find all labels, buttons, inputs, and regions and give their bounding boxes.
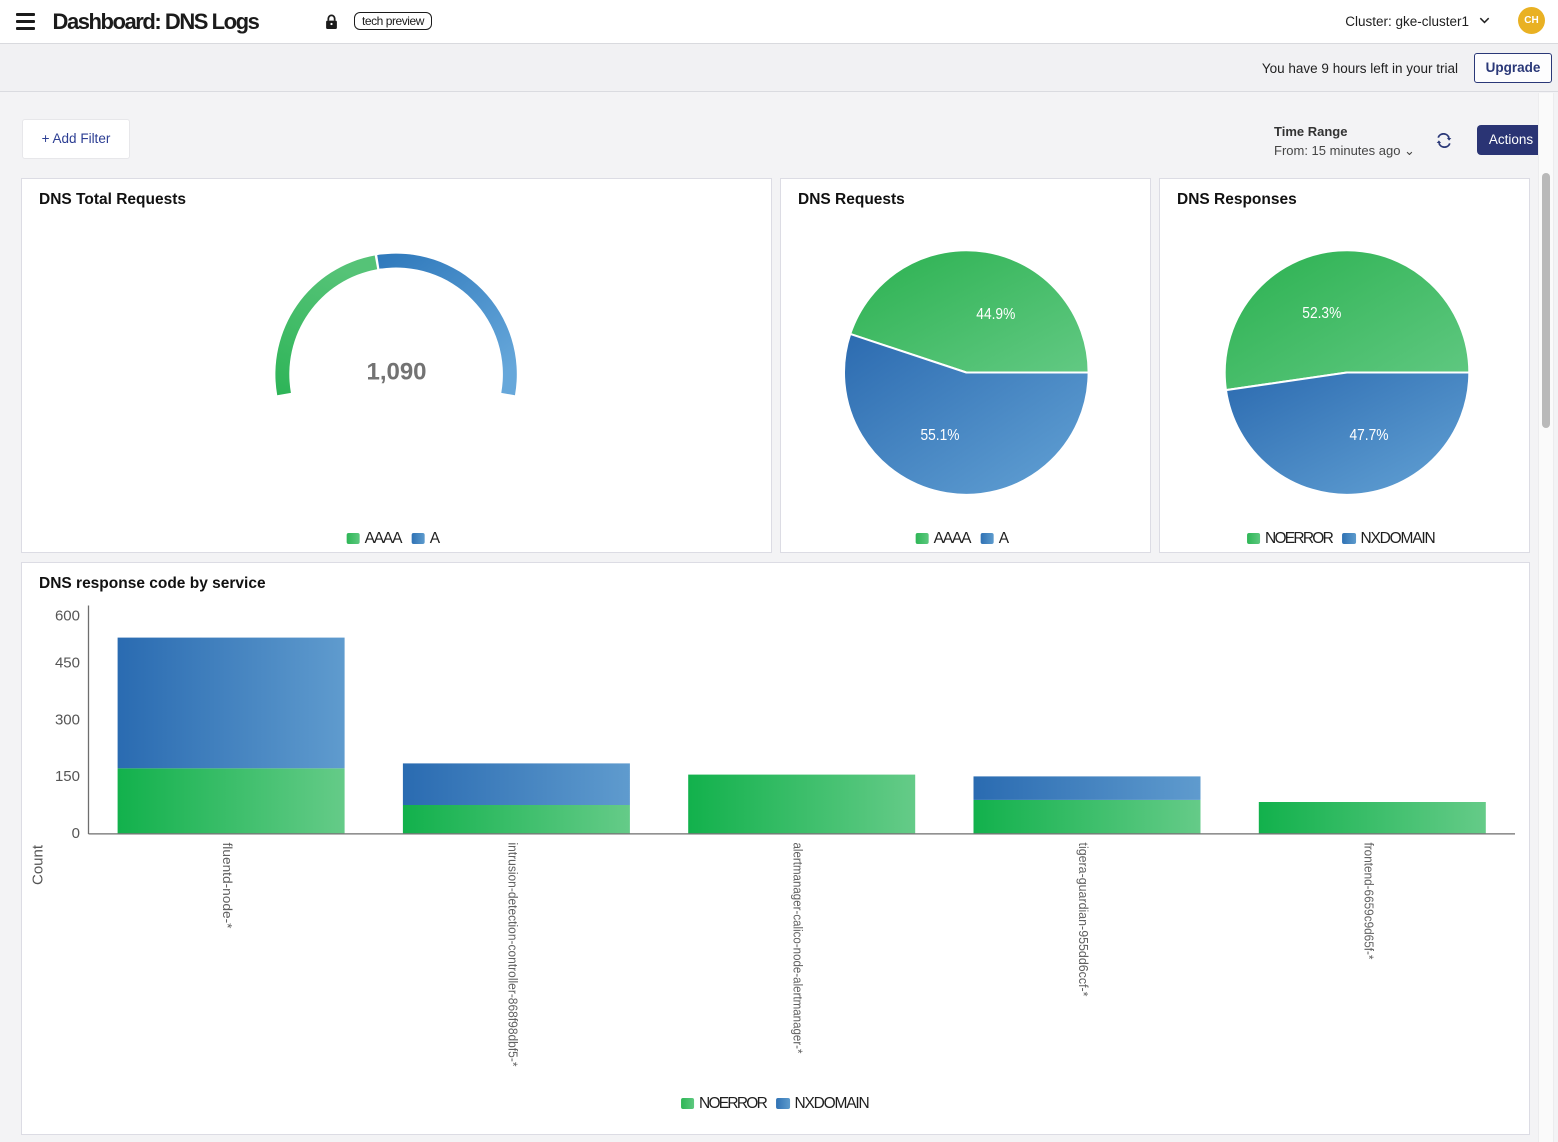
svg-text:intrusion-detection-controller: intrusion-detection-controller-868f98dbf… [505,843,520,1067]
svg-text:Count: Count [30,844,47,885]
svg-text:450: 450 [55,654,80,671]
svg-text:52.3%: 52.3% [1302,305,1341,322]
svg-text:44.9%: 44.9% [976,306,1015,323]
svg-text:tigera-guardian-955dd6ccf-*: tigera-guardian-955dd6ccf-* [1076,843,1091,997]
svg-text:1,090: 1,090 [366,359,426,386]
svg-text:300: 300 [55,711,80,728]
svg-text:alertmanager-calico-node-alert: alertmanager-calico-node-alertmanager-* [791,843,806,1054]
svg-text:55.1%: 55.1% [921,427,960,444]
svg-text:frontend-6659c9d65f-*: frontend-6659c9d65f-* [1361,843,1376,960]
svg-text:fluentd-node-*: fluentd-node-* [220,843,235,929]
svg-text:47.7%: 47.7% [1350,427,1389,444]
svg-text:600: 600 [55,608,80,625]
svg-text:150: 150 [55,768,80,785]
svg-text:0: 0 [72,825,80,842]
